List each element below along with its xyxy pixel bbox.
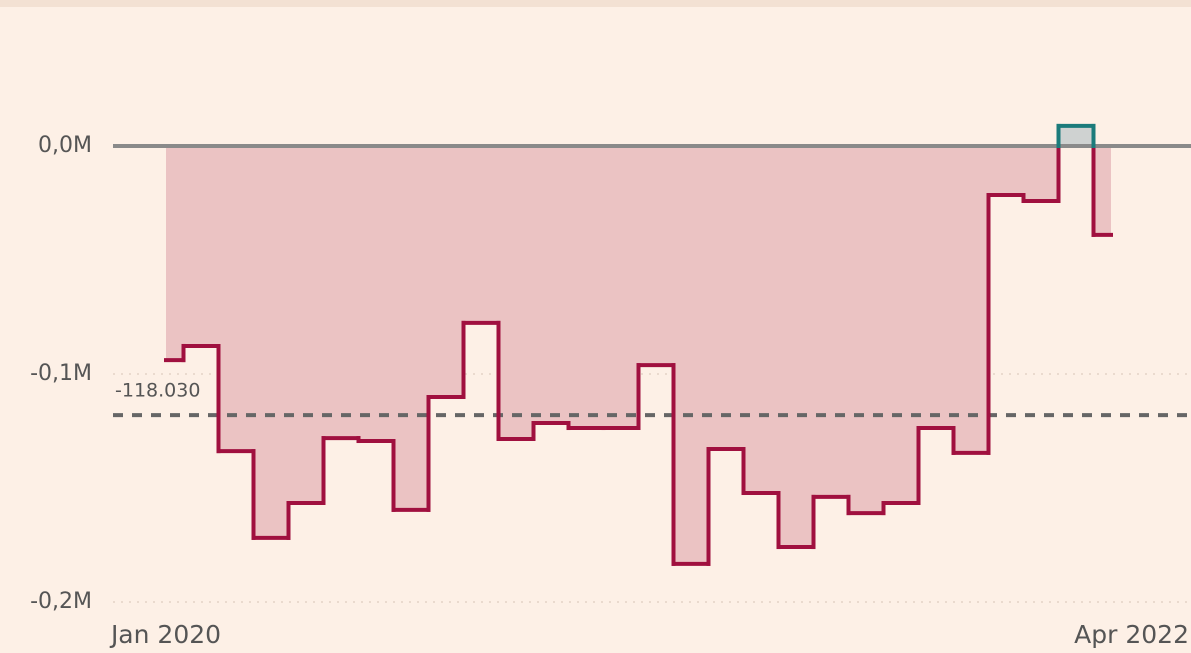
top-strip [0,0,1191,7]
area-step [743,146,779,494]
area-step [673,146,709,564]
area-step [183,146,219,346]
area-step [568,146,604,429]
y-tick-label: -0,1M [30,361,92,386]
area-step [778,146,814,548]
area-step [708,146,744,450]
area-step [953,146,989,453]
area-step [883,146,919,504]
area-step [166,146,184,361]
area-step [428,146,464,398]
x-tick-label: Apr 2022 [1074,620,1189,649]
x-tick-label: Jan 2020 [109,620,221,649]
area-step [1058,125,1094,146]
area-step [288,146,324,504]
y-tick-label: 0,0M [38,133,92,158]
area-step [638,146,674,366]
reference-label: -118.030 [115,380,200,402]
area-step [813,146,849,497]
area-step [1023,146,1059,201]
area-step [358,146,394,442]
y-tick-label: -0,2M [30,589,92,614]
area-step [918,146,954,429]
area-step [218,146,254,452]
area-step [498,146,534,439]
area-step [463,146,499,323]
area-step [988,146,1024,196]
area-step [848,146,884,514]
area-step [393,146,429,510]
area-step [253,146,289,538]
area-step [1093,146,1111,235]
area-step [323,146,359,439]
area-step [533,146,569,424]
area-step [603,146,639,429]
